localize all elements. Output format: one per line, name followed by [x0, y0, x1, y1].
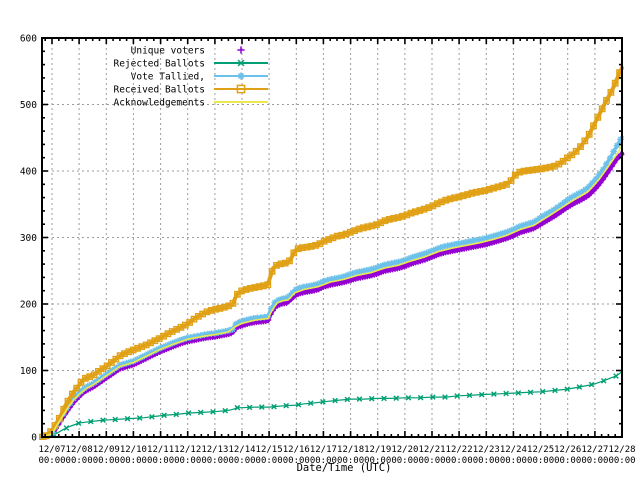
svg-text:12/23: 12/23 [473, 445, 500, 455]
legend-label: Unique voters [131, 46, 205, 57]
svg-text:00:00: 00:00 [473, 456, 500, 466]
svg-text:00:00: 00:00 [283, 456, 310, 466]
legend-label: Rejected Ballots [113, 59, 205, 70]
svg-text:00:00: 00:00 [554, 456, 581, 466]
svg-text:300: 300 [20, 233, 37, 244]
svg-text:12/09: 12/09 [93, 445, 120, 455]
svg-text:00:00: 00:00 [201, 456, 228, 466]
series-rejected-ballots [39, 370, 623, 440]
svg-text:12/16: 12/16 [283, 445, 310, 455]
svg-text:12/27: 12/27 [581, 445, 608, 455]
axis-ticks [42, 37, 623, 438]
svg-text:00:00: 00:00 [391, 456, 418, 466]
svg-text:100: 100 [20, 366, 37, 377]
svg-text:12/12: 12/12 [174, 445, 201, 455]
svg-text:00:00: 00:00 [228, 456, 255, 466]
svg-text:00:00: 00:00 [93, 456, 120, 466]
svg-text:00:00: 00:00 [310, 456, 337, 466]
svg-text:12/11: 12/11 [147, 445, 174, 455]
series-received-ballots [39, 65, 624, 440]
svg-text:12/24: 12/24 [500, 445, 527, 455]
series-acknowledgements [41, 143, 623, 438]
svg-text:12/18: 12/18 [337, 445, 364, 455]
svg-text:00:00: 00:00 [337, 456, 364, 466]
svg-text:00:00: 00:00 [500, 456, 527, 466]
svg-text:00:00: 00:00 [418, 456, 445, 466]
legend-label: Acknowledgements [113, 98, 205, 109]
svg-text:12/21: 12/21 [418, 445, 445, 455]
svg-text:400: 400 [20, 167, 37, 178]
svg-text:200: 200 [20, 300, 37, 311]
svg-text:00:00: 00:00 [364, 456, 391, 466]
svg-text:00:00: 00:00 [38, 456, 65, 466]
svg-text:12/22: 12/22 [446, 445, 473, 455]
svg-text:12/26: 12/26 [554, 445, 581, 455]
svg-text:12/14: 12/14 [228, 445, 255, 455]
svg-text:12/25: 12/25 [527, 445, 554, 455]
svg-text:00:00: 00:00 [608, 456, 635, 466]
svg-text:00:00: 00:00 [446, 456, 473, 466]
svg-text:12/08: 12/08 [66, 445, 93, 455]
svg-text:12/13: 12/13 [201, 445, 228, 455]
svg-text:0: 0 [31, 433, 37, 444]
svg-text:12/15: 12/15 [256, 445, 283, 455]
svg-text:00:00: 00:00 [120, 456, 147, 466]
svg-text:00:00: 00:00 [581, 456, 608, 466]
svg-text:00:00: 00:00 [66, 456, 93, 466]
x-axis-label: Date/Time (UTC) [296, 462, 392, 474]
y-tick-labels: 0 100 200 300 400 500 600 [20, 34, 37, 444]
svg-text:12/17: 12/17 [310, 445, 337, 455]
svg-text:12/10: 12/10 [120, 445, 147, 455]
x-tick-labels: 12/0700:0012/0800:0012/0900:0012/1000:00… [38, 445, 635, 466]
svg-text:00:00: 00:00 [147, 456, 174, 466]
svg-text:12/07: 12/07 [38, 445, 65, 455]
gridlines [42, 38, 622, 437]
legend-label: Received Ballots [113, 85, 205, 96]
svg-text:00:00: 00:00 [527, 456, 554, 466]
svg-text:00:00: 00:00 [174, 456, 201, 466]
legend-label: Vote Tallied, [131, 72, 205, 83]
svg-text:600: 600 [20, 34, 37, 45]
svg-text:12/28: 12/28 [608, 445, 635, 455]
legend: Unique voters Rejected Ballots Vote Tallie… [113, 46, 268, 109]
svg-text:00:00: 00:00 [256, 456, 283, 466]
svg-text:12/19: 12/19 [364, 445, 391, 455]
svg-text:500: 500 [20, 100, 37, 111]
svg-text:12/20: 12/20 [391, 445, 418, 455]
